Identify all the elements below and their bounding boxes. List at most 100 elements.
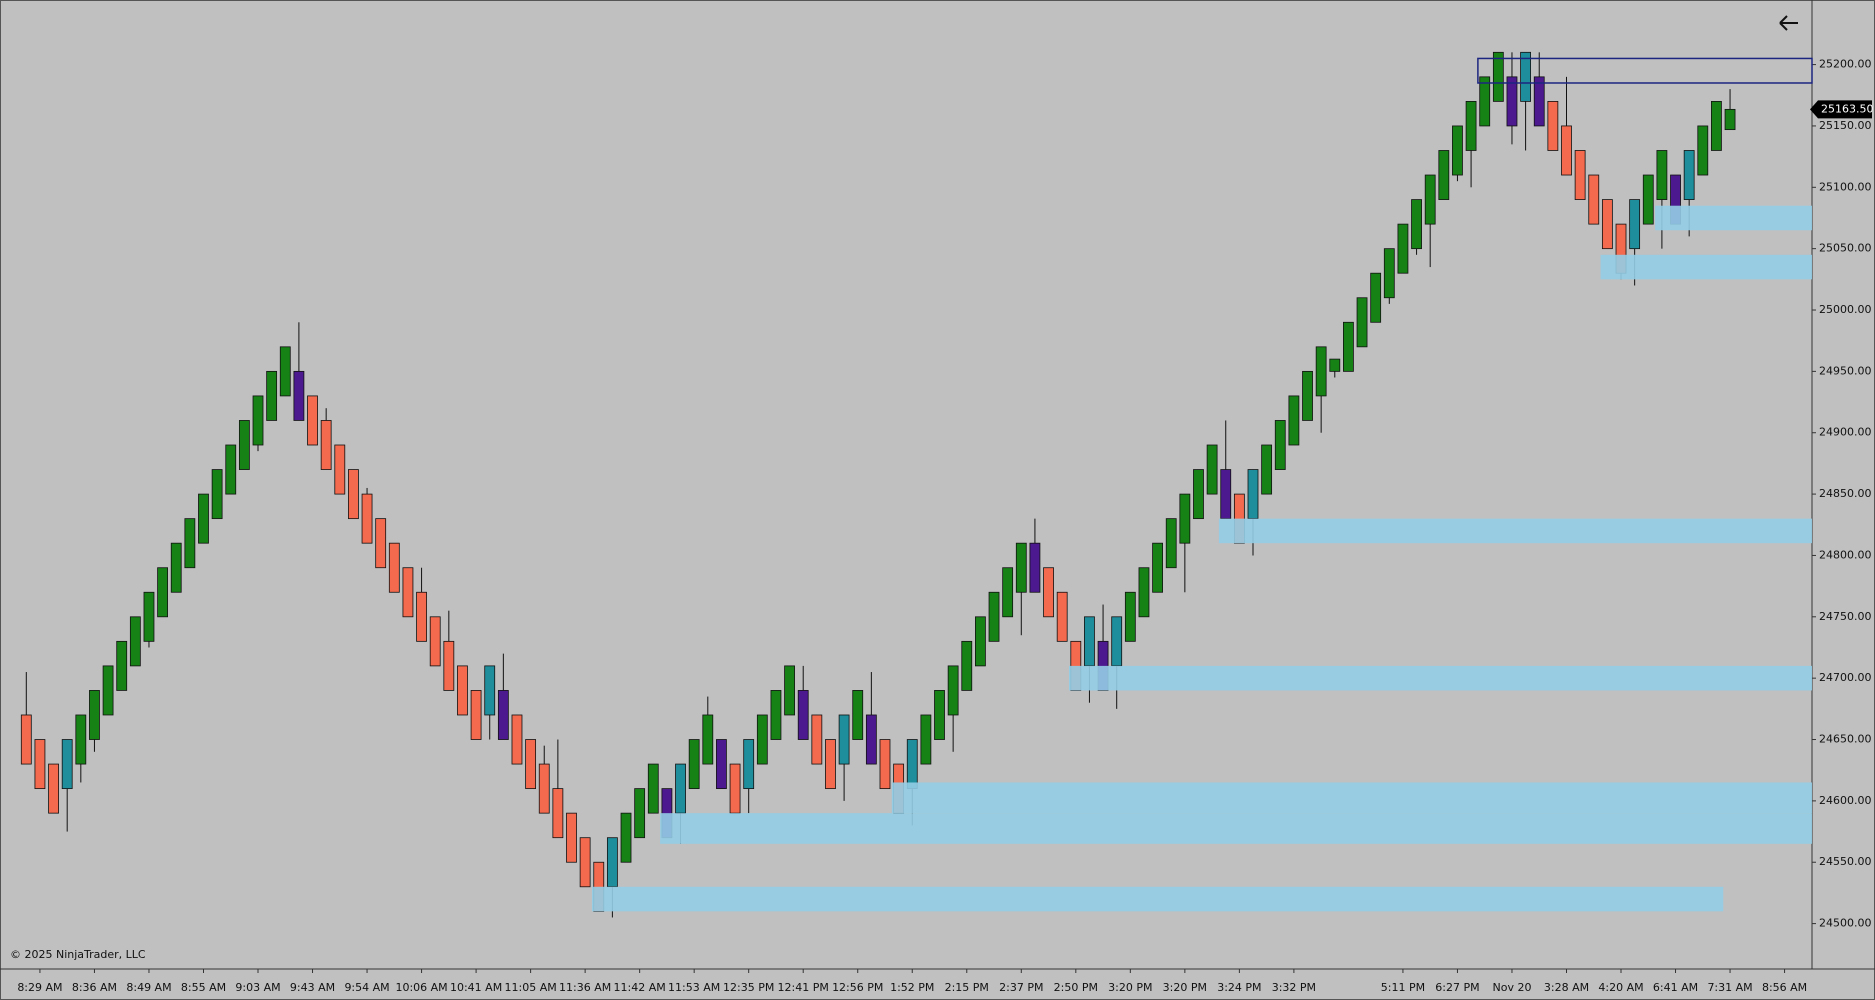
x-tick-label: 11:42 AM	[614, 981, 666, 994]
x-tick-label: 6:27 PM	[1435, 981, 1479, 994]
candle-body	[184, 518, 196, 569]
x-tick-label: 8:56 AM	[1762, 981, 1807, 994]
x-tick-label: 10:06 AM	[395, 981, 447, 994]
candle-body	[293, 370, 305, 421]
zone	[660, 813, 1812, 844]
candle-body	[334, 444, 346, 495]
back-arrow[interactable]	[1779, 15, 1798, 31]
x-tick-label: 11:05 AM	[505, 981, 557, 994]
candle-body	[825, 739, 836, 790]
candle-body	[988, 591, 1000, 642]
x-tick-label: 3:24 PM	[1217, 981, 1261, 994]
x-tick-label: 3:20 PM	[1108, 981, 1152, 994]
candle-body	[1438, 150, 1450, 200]
candle-body	[484, 665, 496, 716]
candle-body	[1193, 469, 1204, 520]
y-tick-label: 24500.00	[1819, 917, 1872, 930]
candle-body	[1588, 174, 1600, 225]
candle-body	[1124, 591, 1136, 642]
candle-body	[756, 714, 768, 765]
candle-body	[1697, 125, 1709, 176]
x-tick-label: 12:35 PM	[723, 981, 774, 994]
x-tick-label: 5:11 PM	[1381, 981, 1425, 994]
x-tick-label: 1:52 PM	[890, 981, 934, 994]
candle-body	[225, 444, 237, 495]
x-tick-label: 11:36 AM	[559, 981, 611, 994]
candle-body	[879, 739, 891, 790]
candle-body	[852, 690, 864, 740]
y-tick-label: 25150.00	[1819, 119, 1872, 132]
candle-body	[429, 616, 441, 667]
candle-body	[1315, 346, 1327, 397]
candle-body	[143, 591, 155, 642]
copyright: © 2025 NinjaTrader, LLC	[10, 948, 146, 961]
candle-body	[1479, 76, 1491, 127]
candle-body	[525, 739, 537, 790]
candle-body	[1029, 542, 1041, 593]
candle-body	[961, 640, 973, 691]
candle-body	[457, 665, 468, 716]
candle-body	[675, 763, 686, 814]
candle-body	[647, 763, 659, 814]
candle-body	[1274, 420, 1286, 470]
candle-body	[1206, 444, 1218, 495]
candle-body	[1683, 150, 1695, 200]
x-tick-label: 12:56 PM	[832, 981, 883, 994]
y-tick-label: 25000.00	[1819, 303, 1872, 316]
candle-body	[620, 812, 632, 863]
candle-body	[1533, 76, 1545, 127]
candle-body	[811, 714, 823, 765]
candle-body	[947, 665, 959, 716]
candle-body	[606, 837, 618, 888]
x-tick-label: 8:55 AM	[181, 981, 226, 994]
candle-body	[20, 714, 32, 765]
candle-body	[1356, 297, 1368, 348]
candle-body	[511, 714, 523, 765]
last-price-tag	[1810, 100, 1872, 119]
x-tick-label: 9:03 AM	[235, 981, 280, 994]
x-tick-label: 11:53 AM	[668, 981, 720, 994]
candle-body	[402, 567, 414, 618]
candle-body	[1656, 150, 1668, 200]
candle-body	[307, 395, 318, 446]
back-arrow-icon[interactable]	[1779, 15, 1798, 31]
candle-body	[48, 763, 59, 814]
candle-body	[743, 739, 755, 790]
candle-body	[279, 346, 291, 397]
candle-body	[1111, 616, 1123, 667]
candle-body	[170, 542, 182, 593]
candle-body	[211, 469, 223, 520]
zone	[1218, 518, 1812, 544]
candle-body	[1056, 591, 1068, 642]
candle-body	[1561, 125, 1572, 176]
candle-body	[1711, 100, 1722, 151]
zone	[891, 782, 1812, 814]
candle-body	[1179, 493, 1191, 544]
candle-body	[920, 714, 932, 765]
x-tick-label: 8:36 AM	[72, 981, 117, 994]
candle-body	[129, 616, 141, 667]
zone	[1655, 205, 1812, 231]
y-tick-label: 25100.00	[1819, 180, 1872, 193]
candle-body	[375, 518, 387, 569]
x-tick-label: 12:41 PM	[778, 981, 829, 994]
candle-body	[566, 812, 577, 863]
candle-body	[934, 690, 945, 740]
candle-body	[1002, 567, 1014, 618]
candle-body	[1506, 76, 1518, 127]
candle-body	[1043, 567, 1054, 618]
candle-body	[1302, 370, 1313, 421]
candle-body	[1329, 358, 1341, 372]
candle-body	[1601, 199, 1613, 250]
candle-body	[238, 420, 250, 470]
candle-body	[579, 837, 591, 888]
candle-body	[1220, 469, 1232, 520]
y-tick-label: 24550.00	[1819, 855, 1872, 868]
zone	[1068, 665, 1812, 691]
x-tick-label: 2:37 PM	[999, 981, 1043, 994]
y-tick-label: 24700.00	[1819, 671, 1872, 684]
candle-body	[1411, 199, 1422, 250]
candle-body	[34, 739, 46, 790]
